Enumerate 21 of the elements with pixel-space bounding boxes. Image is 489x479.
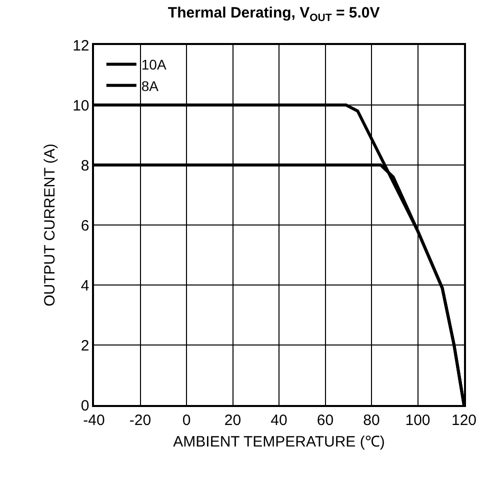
- y-tick-label: 4: [80, 277, 90, 294]
- y-tick-label: 6: [80, 217, 90, 234]
- x-tick-label: 40: [270, 412, 288, 429]
- y-tick-label: 10: [72, 97, 90, 114]
- legend-label: 8A: [141, 78, 160, 94]
- x-tick-label: 0: [182, 412, 191, 429]
- x-tick-label: 120: [451, 412, 477, 429]
- y-tick-label: 0: [80, 397, 90, 414]
- x-tick-label: -40: [83, 412, 105, 429]
- x-tick-label: 80: [363, 412, 380, 429]
- x-tick-label: -20: [129, 412, 152, 429]
- x-axis-title: AMBIENT TEMPERATURE (℃): [173, 433, 385, 450]
- x-tick-label: 100: [405, 412, 430, 429]
- y-axis-title: OUTPUT CURRENT (A): [41, 144, 58, 306]
- y-tick-label: 2: [80, 337, 90, 354]
- y-tick-label: 12: [72, 37, 90, 54]
- y-tick-label: 8: [80, 157, 90, 174]
- x-tick-label: 20: [224, 412, 242, 429]
- chart-title: Thermal Derating, V$_{OUT}$ = 5.0V: [168, 4, 380, 24]
- x-tick-label: 60: [316, 412, 334, 429]
- legend-label: 10A: [141, 56, 167, 73]
